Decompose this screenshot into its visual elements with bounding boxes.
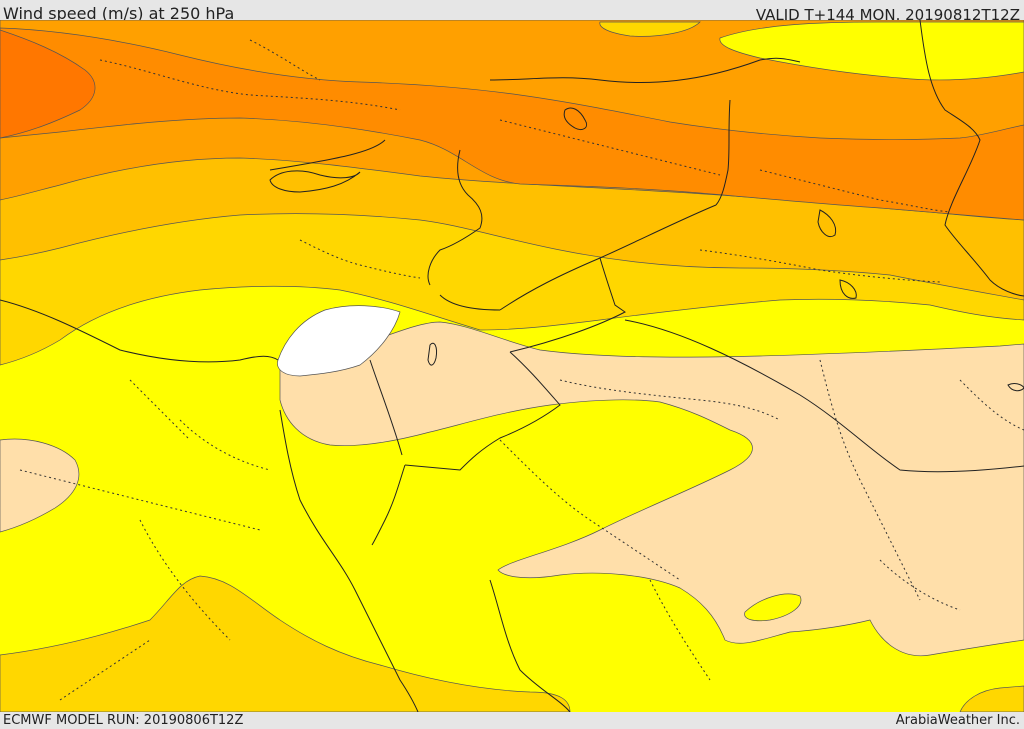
- header-bar: Wind speed (m/s) at 250 hPa VALID T+144 …: [0, 0, 1024, 24]
- map-title: Wind speed (m/s) at 250 hPa: [3, 4, 235, 23]
- map-canvas: [0, 20, 1024, 712]
- shade-yellow-pocket: [744, 593, 802, 622]
- shade-yellow-ne: [719, 21, 1024, 81]
- shade-light-west: [0, 438, 80, 533]
- shade-gold-ne-strip: [599, 21, 701, 37]
- shade-white-low: [277, 305, 401, 377]
- footer-bar: ECMWF MODEL RUN: 20190806T12Z ArabiaWeat…: [0, 712, 1024, 729]
- model-run-label: ECMWF MODEL RUN: 20190806T12Z: [3, 713, 244, 728]
- shade-gold-se: [959, 685, 1024, 712]
- shade-dark-orange: [0, 27, 1024, 221]
- province-borders: [19, 39, 1024, 701]
- country-borders: [0, 20, 1024, 712]
- wind-speed-map[interactable]: [0, 20, 1024, 712]
- shade-light-central: [279, 321, 1024, 657]
- shade-gold-south: [0, 575, 571, 712]
- shade-red-orange: [0, 29, 96, 139]
- credit-label: ArabiaWeather Inc.: [895, 713, 1020, 728]
- valid-time: VALID T+144 MON. 20190812T12Z: [755, 6, 1020, 24]
- coastline-details: [269, 107, 1024, 392]
